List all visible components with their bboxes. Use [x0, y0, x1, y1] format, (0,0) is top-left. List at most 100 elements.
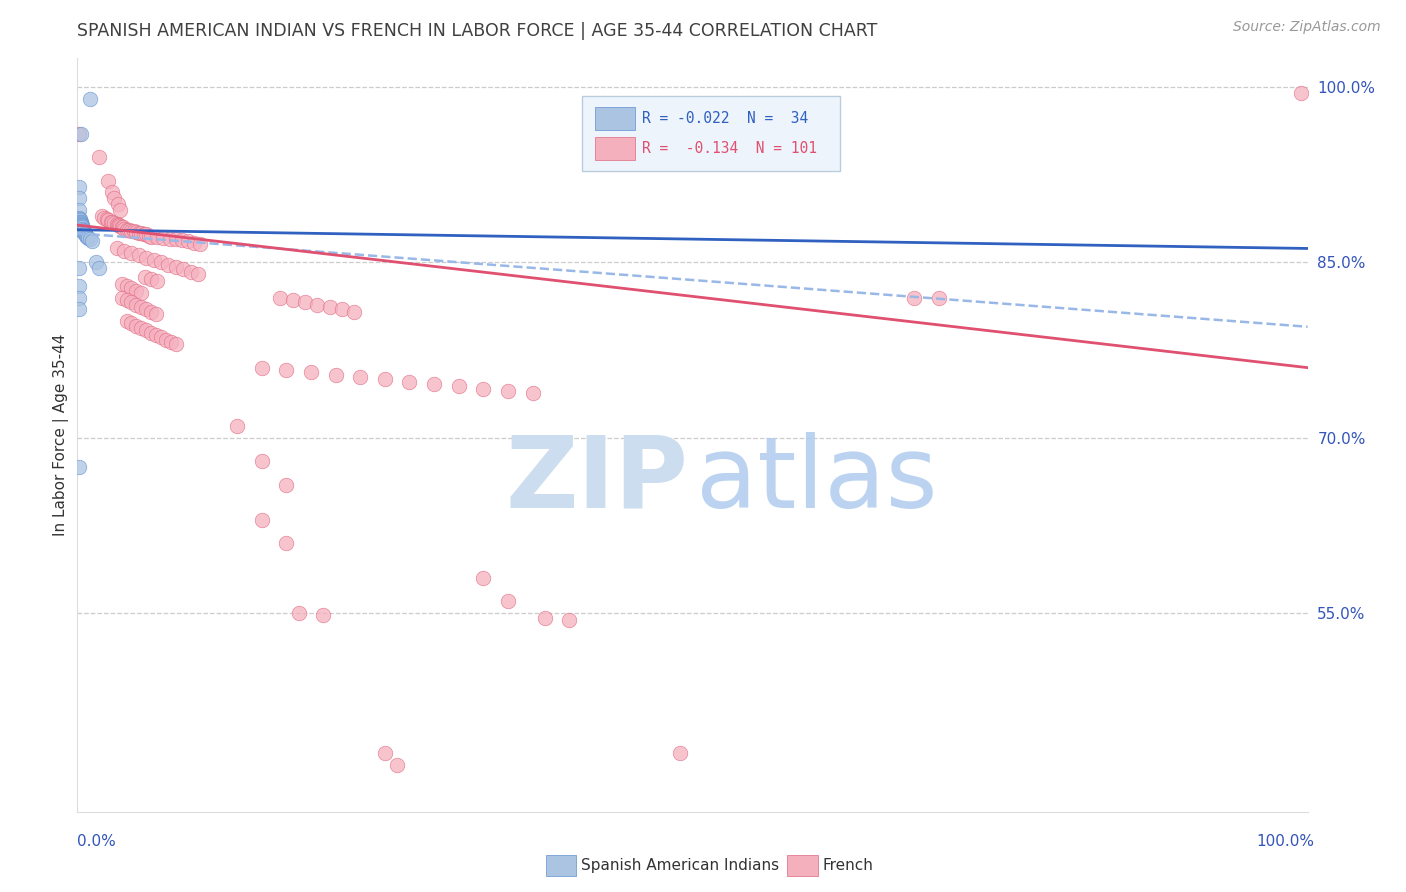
Point: [138, 228, 160, 243]
Point: [134, 269, 156, 284]
Point: [146, 274, 169, 288]
Point: [67, 460, 90, 475]
Point: [111, 291, 132, 305]
Point: [79, 232, 101, 246]
Text: French: French: [823, 858, 873, 872]
Point: [145, 307, 167, 321]
Point: [115, 314, 138, 328]
Point: [112, 221, 135, 235]
Text: ZIP: ZIP: [506, 432, 689, 529]
Point: [472, 571, 495, 585]
Point: [84, 255, 107, 269]
Point: [276, 536, 298, 550]
Text: 0.0%: 0.0%: [77, 834, 117, 848]
Point: [67, 211, 90, 225]
Point: [398, 375, 420, 389]
Point: [70, 220, 93, 235]
Point: [472, 382, 495, 396]
Point: [108, 218, 131, 232]
Point: [67, 202, 90, 217]
Point: [343, 304, 366, 318]
Point: [423, 377, 446, 392]
Point: [105, 242, 128, 256]
Point: [128, 248, 150, 262]
Text: Spanish American Indians: Spanish American Indians: [581, 858, 779, 872]
Point: [82, 235, 104, 249]
Point: [107, 218, 129, 232]
Point: [190, 236, 212, 251]
Point: [131, 300, 153, 314]
Point: [70, 216, 93, 230]
Point: [250, 454, 273, 468]
Point: [70, 218, 93, 232]
Point: [226, 419, 249, 434]
Point: [128, 227, 150, 241]
Point: [97, 213, 120, 227]
Point: [96, 212, 118, 227]
Point: [79, 92, 101, 106]
Point: [93, 211, 115, 225]
Point: [70, 217, 93, 231]
Point: [122, 224, 145, 238]
Point: [69, 212, 91, 227]
Point: [325, 368, 347, 382]
Text: atlas: atlas: [696, 432, 938, 529]
Point: [669, 746, 692, 760]
Point: [70, 214, 93, 228]
Point: [135, 251, 157, 265]
Point: [111, 220, 132, 235]
Point: [165, 232, 187, 246]
Point: [307, 297, 329, 311]
Point: [76, 229, 98, 244]
Point: [70, 127, 93, 141]
Point: [141, 272, 163, 286]
Point: [121, 224, 143, 238]
Point: [157, 258, 180, 272]
Point: [318, 300, 340, 314]
Point: [135, 323, 157, 337]
Point: [281, 293, 304, 307]
Point: [141, 304, 163, 318]
Point: [107, 197, 129, 211]
Point: [150, 330, 173, 344]
Point: [1291, 86, 1313, 100]
Point: [131, 285, 153, 300]
Point: [97, 174, 120, 188]
Point: [903, 291, 925, 305]
Point: [135, 302, 157, 317]
Point: [349, 370, 371, 384]
Point: [170, 233, 193, 247]
Point: [73, 227, 96, 242]
Point: [183, 235, 205, 250]
Point: [73, 227, 96, 241]
Point: [135, 227, 157, 242]
Point: [152, 231, 174, 245]
Point: [67, 127, 90, 141]
Point: [67, 302, 90, 317]
Point: [121, 246, 143, 260]
Point: [150, 255, 173, 269]
Point: [101, 214, 124, 228]
Point: [67, 291, 90, 305]
Point: [387, 758, 409, 772]
Point: [70, 218, 93, 232]
Point: [72, 224, 94, 238]
Point: [100, 214, 122, 228]
Point: [77, 231, 100, 245]
Point: [121, 295, 143, 310]
Point: [90, 209, 114, 223]
Point: [105, 217, 128, 231]
Text: 100.0%: 100.0%: [1257, 834, 1315, 848]
Point: [70, 221, 93, 235]
Point: [288, 606, 311, 620]
Point: [110, 202, 132, 217]
Point: [142, 253, 165, 268]
Point: [374, 372, 396, 386]
Point: [160, 334, 183, 349]
Point: [125, 225, 148, 239]
Point: [312, 608, 335, 623]
Point: [125, 297, 148, 311]
Text: R =  -0.134  N = 101: R = -0.134 N = 101: [643, 141, 817, 156]
Point: [180, 265, 202, 279]
Point: [115, 278, 138, 293]
